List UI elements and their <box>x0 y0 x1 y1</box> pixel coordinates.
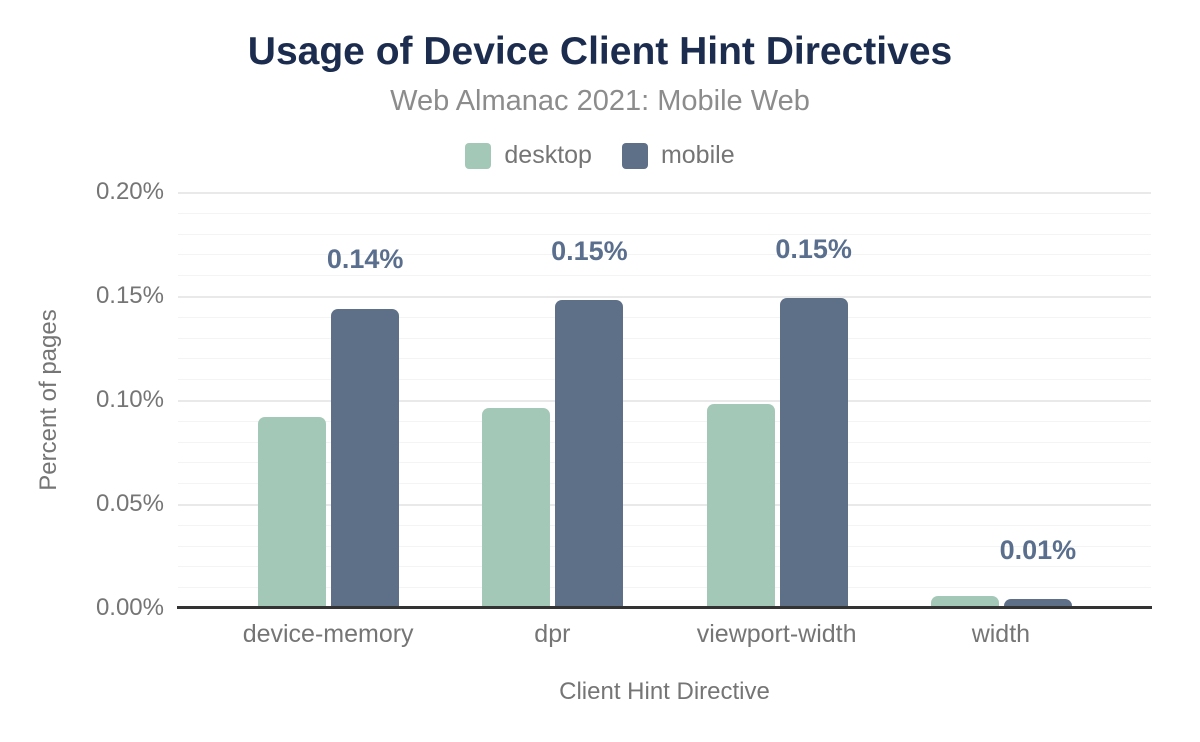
gridline-minor <box>178 420 1151 422</box>
legend-item-mobile[interactable]: mobile <box>621 141 735 170</box>
gridline-major <box>178 192 1151 194</box>
gridline-major <box>178 504 1151 506</box>
y-tick-label-0.05%: 0.05% <box>95 490 164 517</box>
gridline-minor <box>178 275 1151 277</box>
value-label-dpr: 0.15% <box>551 236 628 267</box>
y-tick-label-0.20%: 0.20% <box>95 178 164 205</box>
x-axis-line <box>177 606 1152 609</box>
x-axis-title: Client Hint Directive <box>559 678 770 705</box>
gridline-minor <box>178 379 1151 381</box>
x-tick-label-viewport-width: viewport-width <box>696 620 857 648</box>
gridline-major <box>178 400 1151 402</box>
chart-title: Usage of Device Client Hint Directives <box>247 30 953 73</box>
x-tick-label-device-memory: device-memory <box>242 620 414 648</box>
gridline-minor <box>178 587 1151 589</box>
legend-swatch-mobile <box>621 142 648 169</box>
x-tick-label-width: width <box>971 620 1031 648</box>
gridline-minor <box>178 358 1151 360</box>
value-label-width: 0.01% <box>999 534 1077 565</box>
y-tick-label-0.00%: 0.00% <box>95 594 164 621</box>
bar-mobile-width[interactable] <box>1003 598 1072 608</box>
y-tick-label-0.10%: 0.10% <box>95 386 164 413</box>
legend: desktop mobile <box>0 141 1200 170</box>
bar-mobile-device-memory[interactable] <box>331 308 400 608</box>
value-label-device-memory: 0.14% <box>326 244 404 275</box>
gridline-minor <box>178 254 1151 256</box>
gridline-minor <box>178 566 1151 568</box>
gridline-minor <box>178 316 1151 318</box>
gridline-minor <box>178 524 1151 526</box>
bar-desktop-device-memory[interactable] <box>258 416 327 608</box>
gridline-minor <box>178 545 1151 547</box>
gridline-minor <box>178 233 1151 235</box>
gridline-minor <box>178 462 1151 464</box>
gridline-minor <box>178 441 1151 443</box>
bar-desktop-width[interactable] <box>930 595 999 608</box>
bar-mobile-dpr[interactable] <box>555 300 624 608</box>
gridline-major <box>178 296 1151 298</box>
value-label-viewport-width: 0.15% <box>775 234 852 265</box>
gridline-minor <box>178 483 1151 485</box>
x-tick-label-dpr: dpr <box>534 620 571 648</box>
gridline-minor <box>178 337 1151 339</box>
chart-subtitle: Web Almanac 2021: Mobile Web <box>390 85 810 117</box>
bar-desktop-viewport-width[interactable] <box>706 404 775 608</box>
bar-desktop-dpr[interactable] <box>482 408 551 608</box>
legend-swatch-desktop <box>465 142 492 169</box>
bar-mobile-viewport-width[interactable] <box>779 298 848 608</box>
legend-label: desktop <box>504 141 592 169</box>
gridline-minor <box>178 212 1151 214</box>
legend-item-desktop[interactable]: desktop <box>465 141 592 170</box>
y-tick-label-0.15%: 0.15% <box>95 282 164 309</box>
legend-label: mobile <box>660 141 735 169</box>
plot-area: 0.14% 0.15% 0.15% 0.01% <box>178 192 1151 608</box>
